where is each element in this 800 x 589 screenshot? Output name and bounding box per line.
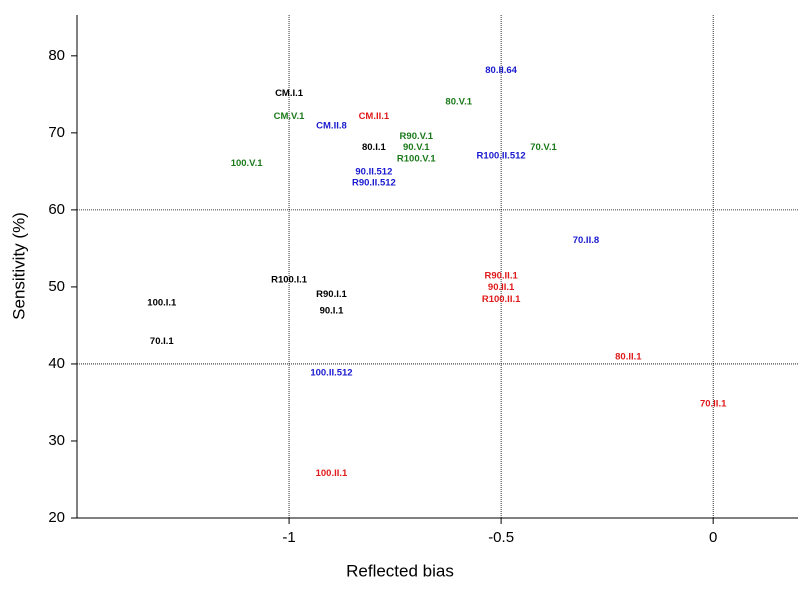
y-tick-label: 30 bbox=[48, 432, 65, 449]
point-label: 80.II.1 bbox=[615, 352, 642, 363]
x-tick-label: -0.5 bbox=[488, 529, 514, 546]
point-label: CM.V.1 bbox=[274, 111, 306, 122]
point-label: R90.V.1 bbox=[400, 131, 434, 142]
y-axis-title: Sensitivity (%) bbox=[9, 212, 28, 320]
point-label: 80.V.1 bbox=[445, 97, 472, 108]
point-label: R90.II.1 bbox=[484, 271, 518, 282]
point-label: 100.II.512 bbox=[310, 368, 352, 379]
point-label: CM.II.8 bbox=[316, 120, 347, 131]
point-label: 90.II.1 bbox=[488, 282, 515, 293]
y-tick-label: 70 bbox=[48, 124, 65, 141]
point-label: 100.I.1 bbox=[147, 298, 177, 309]
point-label: 90.II.512 bbox=[355, 167, 392, 178]
x-tick-label: -1 bbox=[282, 529, 295, 546]
point-label: 90.I.1 bbox=[320, 305, 344, 316]
point-label: 80.II.64 bbox=[485, 65, 517, 76]
x-axis-title: Reflected bias bbox=[346, 561, 454, 580]
point-label: R100.II.1 bbox=[482, 294, 521, 305]
y-tick-label: 40 bbox=[48, 355, 65, 372]
y-tick-label: 50 bbox=[48, 278, 65, 295]
x-tick-label: 0 bbox=[709, 529, 717, 546]
point-label: 100.II.1 bbox=[316, 468, 348, 479]
point-label: 100.V.1 bbox=[231, 158, 264, 169]
y-tick-label: 80 bbox=[48, 47, 65, 64]
point-label: 70.II.1 bbox=[700, 399, 727, 410]
point-label: 70.II.8 bbox=[573, 235, 599, 246]
point-label: R100.I.1 bbox=[271, 274, 308, 285]
point-label: CM.I.1 bbox=[275, 88, 304, 99]
y-tick-label: 60 bbox=[48, 201, 65, 218]
point-label: 90.V.1 bbox=[403, 142, 430, 153]
point-label: 80.I.1 bbox=[362, 142, 386, 153]
point-label: R100.II.512 bbox=[477, 150, 526, 161]
point-label: CM.II.1 bbox=[359, 111, 390, 122]
point-label: R90.I.1 bbox=[316, 289, 347, 300]
point-label: R100.V.1 bbox=[397, 154, 436, 165]
point-label: R90.II.512 bbox=[352, 177, 396, 188]
point-label: 70.I.1 bbox=[150, 336, 174, 347]
point-label: 70.V.1 bbox=[530, 142, 557, 153]
y-tick-label: 20 bbox=[48, 509, 65, 526]
